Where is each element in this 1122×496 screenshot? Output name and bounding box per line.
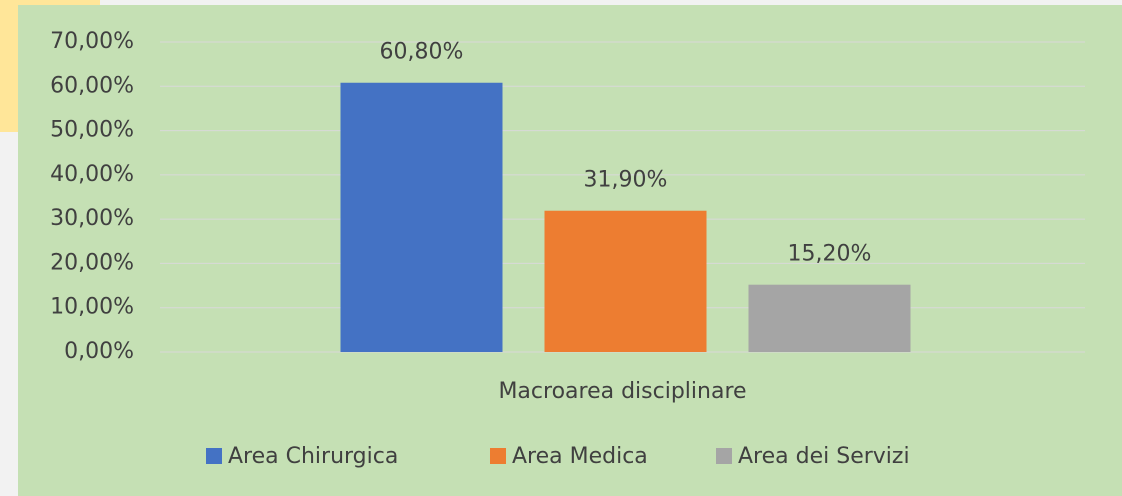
- y-tick-label: 20,00%: [50, 250, 134, 275]
- y-tick-label: 40,00%: [50, 162, 134, 187]
- value-label: 60,80%: [380, 40, 464, 65]
- legend-swatch: [716, 448, 732, 464]
- y-tick-label: 60,00%: [50, 73, 134, 98]
- bar: [544, 210, 707, 352]
- legend-swatch: [206, 448, 222, 464]
- y-tick-label: 50,00%: [50, 118, 134, 143]
- y-tick-label: 10,00%: [50, 295, 134, 320]
- bar: [748, 284, 911, 352]
- x-tick-label: Macroarea disciplinare: [498, 379, 746, 404]
- legend-label: Area dei Servizi: [738, 444, 910, 469]
- value-label: 15,20%: [788, 242, 872, 267]
- legend-swatch: [490, 448, 506, 464]
- y-tick-label: 30,00%: [50, 206, 134, 231]
- y-tick-label: 0,00%: [64, 339, 134, 364]
- value-label: 31,90%: [584, 168, 668, 193]
- bar: [340, 82, 503, 352]
- y-tick-label: 70,00%: [50, 29, 134, 54]
- legend-label: Area Medica: [512, 444, 648, 469]
- legend-label: Area Chirurgica: [228, 444, 398, 469]
